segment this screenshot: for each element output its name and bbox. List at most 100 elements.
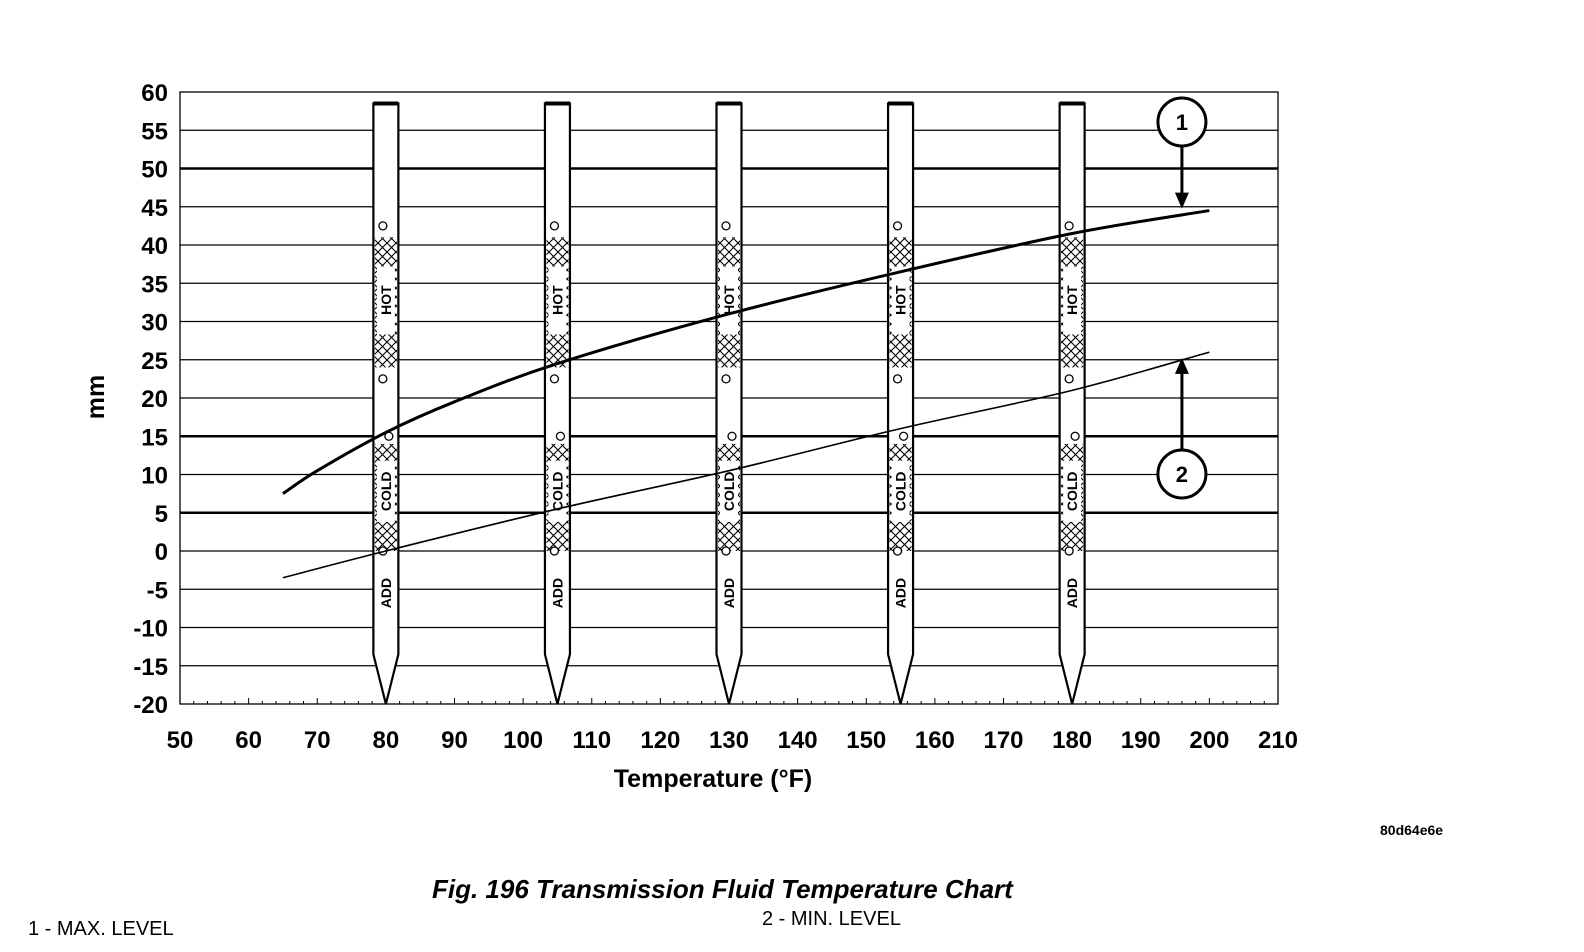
series-line-2 bbox=[282, 351, 1210, 579]
dipstick-label-add: ADD bbox=[893, 578, 909, 608]
callout-1: 1 bbox=[1156, 96, 1208, 209]
x-tick-label: 160 bbox=[915, 727, 955, 754]
dipstick-label-hot: HOT bbox=[549, 285, 565, 315]
dipstick-hole bbox=[549, 374, 560, 384]
y-tick-label: 15 bbox=[141, 424, 168, 451]
callout-arrowhead bbox=[1174, 357, 1189, 374]
y-tick-label: 60 bbox=[141, 80, 168, 107]
dipstick-hole bbox=[892, 546, 903, 556]
callouts: 12 bbox=[1156, 96, 1208, 500]
callout-circle bbox=[1156, 96, 1208, 148]
x-tick-label: 60 bbox=[235, 727, 262, 754]
x-tick-label: 90 bbox=[441, 727, 468, 754]
y-tick-label: 25 bbox=[141, 348, 168, 375]
dipstick-hole bbox=[721, 221, 731, 231]
x-tick-label: 210 bbox=[1258, 727, 1298, 754]
dipstick-label-add: ADD bbox=[1064, 578, 1080, 608]
x-tick-label: 100 bbox=[503, 727, 543, 754]
dipstick-label-add: ADD bbox=[378, 578, 394, 608]
dipstick-body bbox=[1058, 102, 1086, 705]
dipstick-hole bbox=[378, 221, 388, 231]
y-tick-label: -20 bbox=[133, 692, 168, 719]
hot-label-bg bbox=[548, 266, 567, 335]
dipstick-body bbox=[372, 102, 400, 705]
x-tick-label: 150 bbox=[846, 727, 886, 754]
dipstick-hole bbox=[721, 546, 731, 556]
x-tick-label: 120 bbox=[640, 727, 680, 754]
y-tick-label: 40 bbox=[141, 233, 168, 260]
y-tick-label: -5 bbox=[147, 577, 168, 604]
y-tick-label: 0 bbox=[155, 539, 168, 566]
callout-arrowhead bbox=[1174, 192, 1189, 209]
dipstick-label-cold: COLD bbox=[893, 471, 909, 511]
dipstick-hole bbox=[892, 221, 903, 231]
y-tick-label: 5 bbox=[155, 501, 168, 528]
callout-circle bbox=[1156, 448, 1208, 500]
dipstick-hole bbox=[555, 431, 566, 441]
dipstick-label-hot: HOT bbox=[893, 285, 909, 315]
x-tick-label: 50 bbox=[167, 727, 194, 754]
dipstick-hole bbox=[1064, 374, 1074, 384]
callout-2: 2 bbox=[1156, 357, 1208, 500]
dipstick-155: HOT COLD ADD bbox=[886, 101, 915, 705]
dipstick-body bbox=[543, 102, 572, 705]
cold-label-bg bbox=[548, 460, 567, 522]
dipstick-label-hot: HOT bbox=[378, 285, 394, 315]
y-tick-label: 30 bbox=[141, 310, 168, 337]
dipstick-label-cold: COLD bbox=[378, 471, 394, 511]
dipstick-label-hot: HOT bbox=[1064, 285, 1080, 315]
figure-title: Fig. 196 Transmission Fluid Temperature … bbox=[432, 874, 1013, 904]
x-tick-label: 80 bbox=[373, 727, 400, 754]
cold-label-bg bbox=[1063, 460, 1082, 522]
x-axis-label: Temperature (°F) bbox=[614, 765, 812, 793]
figure-code: 80d64e6e bbox=[1380, 822, 1444, 838]
dipstick-hole bbox=[1064, 546, 1074, 556]
y-tick-label: -10 bbox=[133, 616, 168, 643]
cold-label-bg bbox=[891, 460, 910, 522]
x-tick-label: 130 bbox=[709, 727, 749, 754]
dipstick-hole bbox=[727, 431, 737, 441]
x-tick-label: 140 bbox=[778, 727, 818, 754]
x-tick-label: 170 bbox=[983, 727, 1023, 754]
dipstick-hole bbox=[721, 374, 731, 384]
y-tick-label: 35 bbox=[141, 271, 168, 298]
y-tick-label: 45 bbox=[141, 195, 168, 222]
y-axis-label: mm bbox=[82, 375, 110, 419]
x-tick-label: 110 bbox=[572, 727, 611, 754]
dipstick-hole bbox=[892, 374, 903, 384]
dipstick-hole bbox=[549, 546, 560, 556]
x-tick-label: 200 bbox=[1189, 727, 1229, 754]
dipstick-label-hot: HOT bbox=[721, 285, 737, 315]
hot-label-bg bbox=[720, 266, 738, 335]
dipsticks: HOT COLD ADD HOT COLD ADD HOT COLD ADD HOT COLD ADD… bbox=[372, 101, 1086, 705]
legend-max-level: 1 - MAX. LEVEL bbox=[28, 918, 174, 940]
dipstick-hole bbox=[549, 221, 560, 231]
callout-number: 1 bbox=[1176, 110, 1188, 135]
y-tick-label: 10 bbox=[141, 463, 168, 490]
dipstick-body bbox=[715, 102, 743, 705]
dipstick-body bbox=[886, 102, 915, 705]
y-tick-label: 50 bbox=[141, 157, 168, 184]
dipstick-hole bbox=[1064, 221, 1074, 231]
dipstick-hole bbox=[898, 431, 909, 441]
x-tick-label: 190 bbox=[1121, 727, 1161, 754]
dipstick-label-add: ADD bbox=[721, 578, 737, 608]
legend-min-level: 2 - MIN. LEVEL bbox=[762, 908, 901, 930]
dipstick-hole bbox=[1070, 431, 1080, 441]
y-tick-label: 20 bbox=[141, 386, 168, 413]
dipstick-80: HOT COLD ADD bbox=[372, 101, 400, 705]
dipstick-180: HOT COLD ADD bbox=[1058, 101, 1086, 705]
dipstick-hole bbox=[378, 374, 388, 384]
x-tick-label: 180 bbox=[1052, 727, 1092, 754]
dipstick-label-cold: COLD bbox=[549, 471, 565, 511]
callout-number: 2 bbox=[1176, 462, 1188, 487]
dipstick-label-cold: COLD bbox=[1064, 471, 1080, 511]
x-tick-label: 70 bbox=[304, 727, 331, 754]
series-lines bbox=[282, 209, 1210, 579]
hot-label-bg bbox=[891, 266, 910, 335]
cold-label-bg bbox=[720, 460, 738, 522]
dipstick-130: HOT COLD ADD bbox=[715, 101, 743, 705]
hot-label-bg bbox=[1063, 266, 1082, 335]
